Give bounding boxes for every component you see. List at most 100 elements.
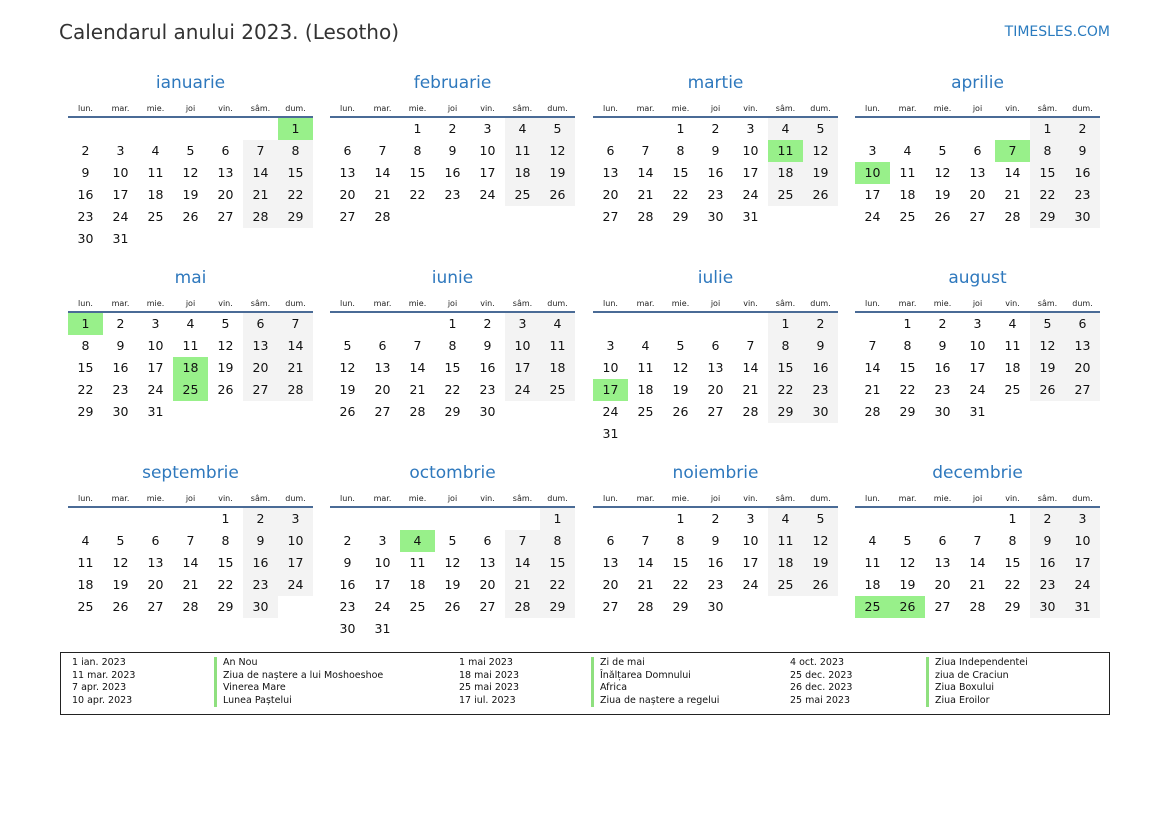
day-cell[interactable]: 24 xyxy=(147,382,164,397)
day-cell[interactable]: 24 xyxy=(742,187,759,202)
day-cell[interactable]: 2 xyxy=(711,511,720,526)
day-cell[interactable]: 12 xyxy=(339,360,356,375)
day-cell[interactable]: 2 xyxy=(483,316,492,331)
day-cell[interactable]: 21 xyxy=(864,382,881,397)
day-cell[interactable]: 24 xyxy=(374,599,391,614)
day-cell[interactable]: 10 xyxy=(278,530,313,552)
holiday-day-cell[interactable]: 1 xyxy=(68,313,103,335)
day-cell[interactable]: 22 xyxy=(444,382,461,397)
day-cell[interactable]: 1 xyxy=(1008,511,1017,526)
day-cell[interactable]: 12 xyxy=(934,165,951,180)
day-cell[interactable]: 28 xyxy=(637,209,654,224)
day-cell[interactable]: 11 xyxy=(899,165,916,180)
day-cell[interactable]: 24 xyxy=(864,209,881,224)
day-cell[interactable]: 13 xyxy=(243,335,278,357)
day-cell[interactable]: 30 xyxy=(339,621,356,636)
day-cell[interactable]: 20 xyxy=(479,577,496,592)
day-cell[interactable]: 22 xyxy=(768,379,803,401)
day-cell[interactable]: 6 xyxy=(938,533,947,548)
day-cell[interactable]: 27 xyxy=(243,379,278,401)
day-cell[interactable]: 4 xyxy=(81,533,90,548)
day-cell[interactable]: 10 xyxy=(969,338,986,353)
day-cell[interactable]: 16 xyxy=(707,165,724,180)
day-cell[interactable]: 5 xyxy=(938,143,947,158)
day-cell[interactable]: 11 xyxy=(864,555,881,570)
day-cell[interactable]: 31 xyxy=(374,621,391,636)
day-cell[interactable]: 30 xyxy=(112,404,129,419)
day-cell[interactable]: 30 xyxy=(934,404,951,419)
day-cell[interactable]: 11 xyxy=(768,530,803,552)
day-cell[interactable]: 3 xyxy=(378,533,387,548)
day-cell[interactable]: 4 xyxy=(641,338,650,353)
day-cell[interactable]: 19 xyxy=(112,577,129,592)
day-cell[interactable]: 14 xyxy=(742,360,759,375)
day-cell[interactable]: 13 xyxy=(707,360,724,375)
day-cell[interactable]: 8 xyxy=(448,338,457,353)
day-cell[interactable]: 19 xyxy=(934,187,951,202)
day-cell[interactable]: 6 xyxy=(221,143,230,158)
day-cell[interactable]: 23 xyxy=(1065,184,1100,206)
day-cell[interactable]: 10 xyxy=(374,555,391,570)
day-cell[interactable]: 8 xyxy=(81,338,90,353)
day-cell[interactable]: 31 xyxy=(112,231,129,246)
day-cell[interactable]: 28 xyxy=(742,404,759,419)
day-cell[interactable]: 1 xyxy=(903,316,912,331)
day-cell[interactable]: 27 xyxy=(969,209,986,224)
day-cell[interactable]: 20 xyxy=(243,357,278,379)
day-cell[interactable]: 19 xyxy=(182,187,199,202)
day-cell[interactable]: 2 xyxy=(803,313,838,335)
day-cell[interactable]: 7 xyxy=(641,143,650,158)
day-cell[interactable]: 16 xyxy=(243,552,278,574)
day-cell[interactable]: 18 xyxy=(409,577,426,592)
day-cell[interactable]: 28 xyxy=(864,404,881,419)
day-cell[interactable]: 14 xyxy=(374,165,391,180)
day-cell[interactable]: 17 xyxy=(278,552,313,574)
day-cell[interactable]: 15 xyxy=(278,162,313,184)
day-cell[interactable]: 20 xyxy=(374,382,391,397)
day-cell[interactable]: 19 xyxy=(444,577,461,592)
day-cell[interactable]: 25 xyxy=(77,599,94,614)
holiday-day-cell[interactable]: 4 xyxy=(400,530,435,552)
day-cell[interactable]: 20 xyxy=(934,577,951,592)
day-cell[interactable]: 28 xyxy=(505,596,540,618)
day-cell[interactable]: 25 xyxy=(505,184,540,206)
day-cell[interactable]: 23 xyxy=(77,209,94,224)
day-cell[interactable]: 25 xyxy=(637,404,654,419)
day-cell[interactable]: 3 xyxy=(746,511,755,526)
day-cell[interactable]: 14 xyxy=(864,360,881,375)
day-cell[interactable]: 25 xyxy=(540,379,575,401)
day-cell[interactable]: 11 xyxy=(505,140,540,162)
day-cell[interactable]: 20 xyxy=(339,187,356,202)
day-cell[interactable]: 11 xyxy=(540,335,575,357)
day-cell[interactable]: 5 xyxy=(343,338,352,353)
day-cell[interactable]: 12 xyxy=(1030,335,1065,357)
holiday-day-cell[interactable]: 1 xyxy=(278,118,313,140)
day-cell[interactable]: 11 xyxy=(637,360,654,375)
day-cell[interactable]: 16 xyxy=(77,187,94,202)
day-cell[interactable]: 8 xyxy=(903,338,912,353)
day-cell[interactable]: 7 xyxy=(973,533,982,548)
day-cell[interactable]: 16 xyxy=(112,360,129,375)
day-cell[interactable]: 13 xyxy=(602,555,619,570)
day-cell[interactable]: 27 xyxy=(217,209,234,224)
holiday-day-cell[interactable]: 11 xyxy=(768,140,803,162)
day-cell[interactable]: 26 xyxy=(803,184,838,206)
day-cell[interactable]: 30 xyxy=(1030,596,1065,618)
day-cell[interactable]: 26 xyxy=(444,599,461,614)
day-cell[interactable]: 28 xyxy=(409,404,426,419)
day-cell[interactable]: 11 xyxy=(1004,338,1021,353)
holiday-day-cell[interactable]: 10 xyxy=(855,162,890,184)
day-cell[interactable]: 9 xyxy=(711,533,720,548)
day-cell[interactable]: 4 xyxy=(768,508,803,530)
day-cell[interactable]: 18 xyxy=(768,552,803,574)
day-cell[interactable]: 28 xyxy=(182,599,199,614)
day-cell[interactable]: 6 xyxy=(606,143,615,158)
day-cell[interactable]: 6 xyxy=(711,338,720,353)
day-cell[interactable]: 3 xyxy=(973,316,982,331)
day-cell[interactable]: 1 xyxy=(1030,118,1065,140)
day-cell[interactable]: 14 xyxy=(243,162,278,184)
day-cell[interactable]: 22 xyxy=(540,574,575,596)
day-cell[interactable]: 16 xyxy=(707,555,724,570)
holiday-day-cell[interactable]: 25 xyxy=(173,379,208,401)
day-cell[interactable]: 29 xyxy=(217,599,234,614)
